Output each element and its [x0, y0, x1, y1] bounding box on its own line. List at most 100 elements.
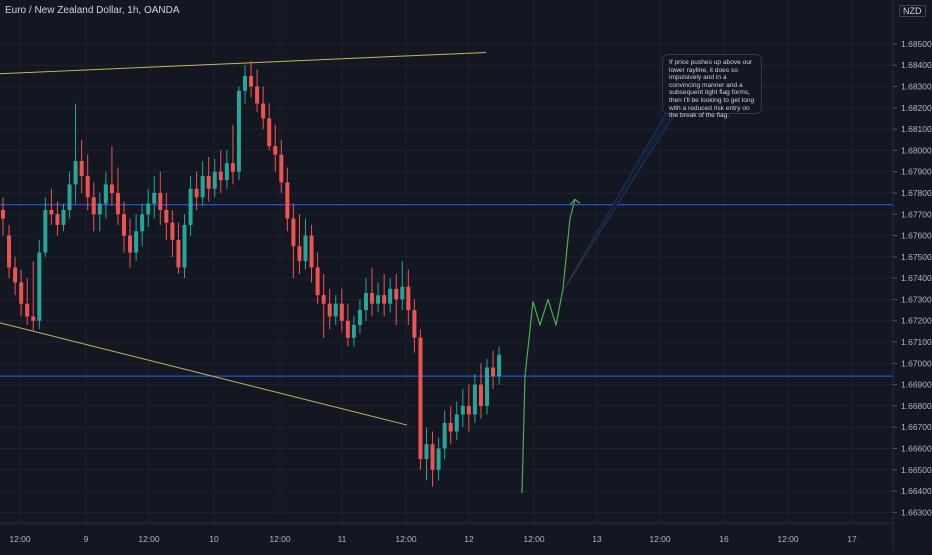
candle-body [146, 203, 151, 215]
y-tick-label: 1.67100 [901, 337, 932, 347]
x-tick-label: 12 [464, 534, 474, 544]
candle-body [491, 367, 496, 377]
candle-body [478, 384, 483, 406]
candle-body [194, 188, 199, 198]
candle-body [37, 252, 42, 321]
candle-body [351, 324, 356, 338]
candle-body [364, 293, 368, 311]
candle-body [176, 239, 181, 268]
x-tick-label: 11 [338, 534, 347, 544]
candle-body [19, 282, 24, 304]
x-tick-label: 9 [84, 534, 89, 544]
grid [0, 0, 893, 523]
currency-label[interactable]: NZD [899, 5, 926, 17]
candle-body [128, 235, 133, 253]
candle-body [206, 175, 211, 189]
candle-body [230, 163, 235, 172]
x-tick-label: 13 [592, 534, 602, 544]
candle-body [55, 214, 60, 225]
candle-body [158, 192, 163, 211]
x-tick-label: 12:00 [777, 534, 799, 544]
candle-body [73, 161, 78, 185]
candle-body [418, 337, 423, 460]
annotation-callout[interactable]: If price pushes up above our lower rayli… [662, 54, 762, 119]
candle-body [303, 235, 308, 262]
y-tick-label: 1.67600 [901, 231, 932, 241]
x-tick-label: 12:00 [395, 534, 417, 544]
candle-body [224, 163, 229, 181]
candle-body [321, 295, 326, 304]
y-tick-label: 1.67300 [901, 294, 932, 304]
candle-body [236, 90, 241, 172]
candles [1, 60, 502, 487]
candle-body [273, 146, 278, 155]
y-tick-label: 1.66300 [901, 507, 932, 517]
x-tick-label: 10 [209, 534, 219, 544]
time-axis: 12:00 9 12:00 10 12:00 11 12:00 12 12:00 13 12:00 1… [0, 522, 893, 544]
x-tick-label: 12:00 [9, 534, 31, 544]
chart-title: Euro / New Zealand Dollar, 1h, OANDA [5, 5, 180, 16]
lower-rayline [0, 322, 408, 426]
candle-body [261, 103, 266, 119]
y-tick-label: 1.68500 [901, 39, 932, 49]
y-tick-label: 1.66900 [901, 380, 932, 390]
y-tick-label: 1.68200 [901, 103, 932, 113]
y-tick-label: 1.67500 [901, 252, 932, 262]
x-tick-label: 12:00 [649, 534, 671, 544]
y-tick-label: 1.66700 [901, 422, 932, 432]
candle-body [7, 235, 12, 268]
y-tick-label: 1.68000 [901, 145, 932, 155]
candle-body [345, 320, 350, 338]
candle-body [309, 235, 314, 268]
candle-body [442, 422, 447, 449]
candle-body [327, 303, 332, 317]
raylines [0, 51, 487, 426]
y-tick-label: 1.66600 [901, 443, 932, 453]
candle-body [188, 188, 193, 225]
candle-body [382, 295, 387, 304]
candle-body [448, 422, 453, 432]
x-tick-label: 16 [719, 534, 729, 544]
candle-body [25, 303, 30, 317]
candle-body [315, 267, 320, 296]
candle-body [61, 210, 66, 225]
candle-body [394, 288, 399, 300]
callout-pointer [562, 109, 677, 292]
candle-body [388, 288, 393, 304]
candle-body [357, 310, 362, 325]
upper-rayline [0, 51, 487, 75]
candle-body [152, 192, 157, 204]
candle-body [218, 171, 223, 181]
candle-body [164, 210, 169, 223]
y-tick-label: 1.67800 [901, 188, 932, 198]
x-tick-label: 12:00 [269, 534, 291, 544]
price-axis-bg [893, 0, 932, 550]
candle-body [109, 184, 114, 193]
candle-body [291, 218, 296, 247]
y-tick-label: 1.67200 [901, 316, 932, 326]
horizontal-levels [0, 204, 893, 377]
x-tick-label: 12:00 [138, 534, 160, 544]
y-tick-label: 1.68400 [901, 60, 932, 70]
candle-body [249, 75, 254, 87]
projection-arrowhead [569, 198, 581, 205]
candle-body [454, 414, 459, 432]
y-tick-label: 1.66500 [901, 465, 932, 475]
candle-body [31, 316, 36, 321]
candle-body [267, 118, 272, 147]
y-tick-label: 1.67700 [901, 209, 932, 219]
x-tick-label: 12:00 [523, 534, 545, 544]
candle-body [406, 286, 411, 311]
y-tick-label: 1.67000 [901, 358, 932, 368]
y-tick-label: 1.66400 [901, 486, 932, 496]
projection-path [521, 109, 677, 494]
candle-body [279, 154, 284, 183]
candle-body [255, 86, 260, 104]
projection-line [521, 199, 576, 494]
candle-body [91, 197, 96, 215]
candle-body [400, 286, 405, 300]
y-tick-label: 1.67400 [901, 273, 932, 283]
candle-body [103, 184, 108, 204]
